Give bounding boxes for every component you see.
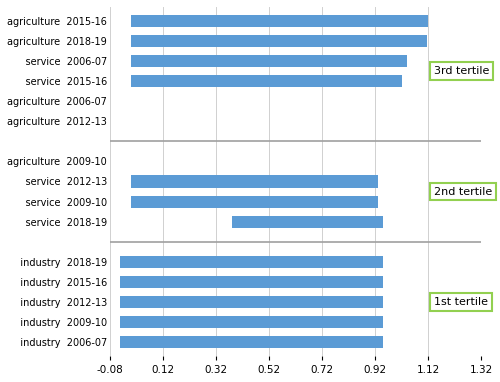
Bar	[120, 316, 383, 328]
Bar	[120, 276, 383, 288]
Bar	[131, 35, 427, 47]
Bar	[120, 336, 383, 348]
Bar	[131, 55, 407, 67]
Text: 2nd tertile: 2nd tertile	[434, 186, 492, 196]
Bar	[232, 215, 383, 228]
Bar	[120, 296, 383, 308]
Bar	[131, 175, 378, 188]
Bar	[131, 75, 402, 87]
Text: 1st tertile: 1st tertile	[434, 297, 488, 307]
Bar	[120, 256, 383, 268]
Bar	[131, 196, 378, 207]
Bar	[131, 15, 428, 27]
Text: 3rd tertile: 3rd tertile	[434, 66, 489, 76]
